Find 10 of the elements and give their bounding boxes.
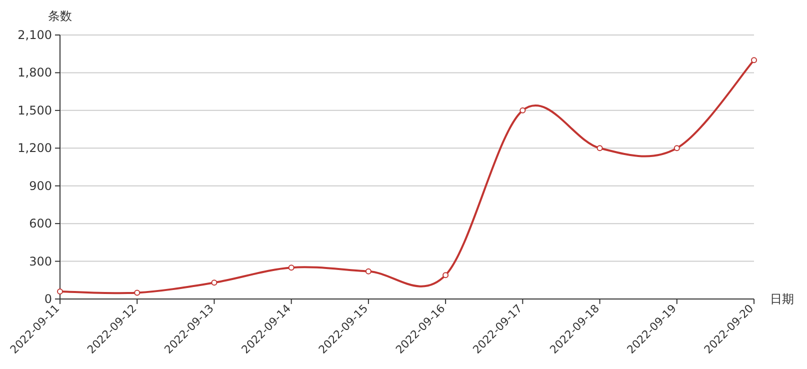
ytick: 0 xyxy=(44,292,52,306)
ytick: 600 xyxy=(29,216,52,231)
ylabel: 条数 xyxy=(48,9,72,23)
ytick: 1,500 xyxy=(18,103,52,118)
xlabel: 日期 xyxy=(770,292,794,306)
ytick: 900 xyxy=(29,178,52,193)
ytick: 1,800 xyxy=(18,66,52,80)
ytick: 300 xyxy=(29,254,52,268)
ytick: 1,200 xyxy=(18,141,52,156)
ytick: 2,100 xyxy=(18,28,52,42)
